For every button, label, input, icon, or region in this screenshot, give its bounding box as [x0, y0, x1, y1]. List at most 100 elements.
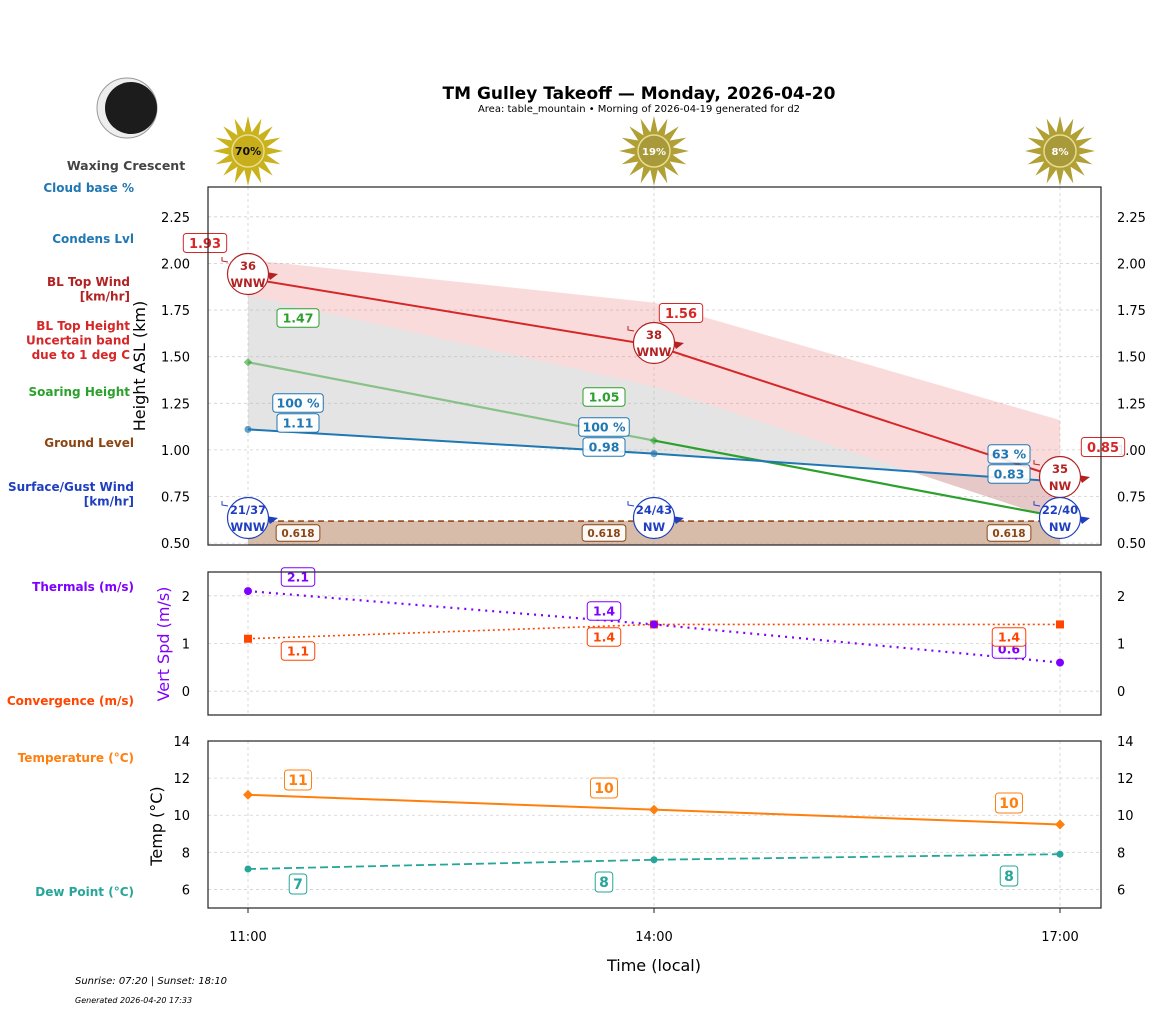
temperature-label-box: [589, 777, 619, 799]
condens-level-label: 0.83: [994, 467, 1025, 482]
plot-frame: [207, 186, 1102, 546]
y-tick-label: 2: [182, 590, 190, 605]
temperature-label: 10: [999, 796, 1019, 812]
y-tick-label: 12: [173, 772, 190, 787]
dew-point-label: 8: [599, 875, 609, 891]
surface-wind-speed: 21/37: [230, 503, 266, 517]
surface-wind-circle: [226, 496, 270, 540]
bl-top-height-label: 0.85: [1087, 441, 1119, 456]
surface-wind-barb-icon: [221, 501, 229, 507]
y-tick-label-right: 10: [1117, 809, 1134, 824]
bl-top-height-label-box: [1080, 437, 1126, 457]
dew-point-point: [1056, 850, 1064, 858]
thermals-point: [244, 587, 252, 596]
ground-level-label-box: [581, 524, 627, 542]
surface-wind-barb-icon: [1033, 501, 1041, 507]
x-tick-label: 11:00: [229, 930, 266, 945]
cloud-base-pct-label-box: [578, 417, 630, 437]
cloud-cover-pct: 70%: [235, 145, 261, 158]
ground-level-label: 0.618: [587, 528, 620, 540]
dew-point-label: 8: [1004, 869, 1014, 885]
surface-wind-circle: [632, 496, 676, 540]
soaring-height-point: [243, 358, 253, 367]
ground-level-label: 0.618: [281, 528, 314, 540]
y-tick-label-right: 1.25: [1117, 397, 1146, 412]
side-label-condens: Condens Lvl: [52, 232, 134, 246]
y-tick-label-right: 12: [1117, 772, 1134, 787]
cloud-base-pct-label-box: [272, 393, 324, 413]
convergence-label: 1.4: [998, 630, 1020, 645]
thermals-label: 2.1: [287, 570, 309, 585]
side-label-convergence: Convergence (m/s): [7, 694, 134, 708]
cloud-cover-pct: 19%: [642, 147, 666, 158]
surface-wind-speed: 24/43: [636, 503, 672, 517]
convergence-label-box: [586, 627, 622, 647]
y-tick-label-right: 6: [1117, 883, 1125, 898]
chart-title: TM Gulley Takeoff — Monday, 2026-04-20: [443, 84, 836, 104]
soaring-height-label: 1.05: [589, 390, 620, 405]
sun-disc: [637, 134, 671, 168]
bl-top-wind-circle: [226, 252, 270, 296]
temp-axis-label: Temp (°C): [147, 786, 166, 866]
x-tick-label: 17:00: [1041, 930, 1078, 945]
y-tick-label-right: 1.75: [1117, 304, 1146, 319]
convergence-label: 1.1: [287, 644, 309, 659]
moon-phase-label: Waxing Crescent: [67, 158, 185, 173]
surface-wind-barb-icon: [627, 501, 635, 507]
side-label-ground: Ground Level: [44, 436, 134, 450]
y-tick-label-right: 2: [1117, 590, 1125, 605]
height-axis-label: Height ASL (km): [130, 301, 149, 431]
thermals-label-box: [586, 601, 622, 621]
y-tick-label: 10: [173, 809, 190, 824]
dew-point-point: [244, 865, 252, 873]
condens-level-label: 1.11: [283, 416, 314, 431]
bl-top-height-label-box: [182, 233, 228, 253]
side-label-bl-top-height: Uncertain band: [26, 334, 130, 348]
y-tick-label: 6: [182, 883, 190, 898]
generated-time: Generated 2026-04-20 17:33: [75, 996, 192, 1005]
y-tick-label: 1.00: [161, 444, 190, 459]
surface-wind-direction: NW: [643, 520, 666, 534]
condens-level-label: 0.98: [589, 440, 620, 455]
temperature-label: 10: [594, 781, 614, 797]
y-tick-label-right: 2.25: [1117, 211, 1146, 226]
bl-top-wind-direction: WNW: [231, 276, 266, 290]
soaring-height-label-box: [582, 387, 626, 407]
bl-top-height-label: 1.56: [665, 307, 697, 322]
thermals-point: [650, 620, 658, 629]
surface-wind-direction: NW: [1049, 520, 1072, 534]
bl-top-wind-speed: 38: [646, 328, 662, 342]
ground-level-label-box: [986, 524, 1032, 542]
side-label-bl-top-wind: BL Top Wind: [47, 275, 130, 289]
temperature-label: 11: [288, 773, 307, 789]
y-tick-label: 2.00: [161, 257, 190, 272]
y-tick-label-right: 14: [1117, 735, 1134, 750]
y-tick-label-right: 8: [1117, 846, 1125, 861]
bl-top-wind-barb-icon: [1033, 460, 1041, 466]
soaring-height-label-box: [276, 308, 320, 328]
cloud-layer-fill: [248, 295, 1060, 521]
temperature-point: [1055, 819, 1065, 830]
soaring-height-point: [649, 436, 659, 445]
ground-level-label-box: [275, 524, 321, 542]
vert-speed-axis-label: Vert Spd (m/s): [154, 587, 173, 702]
thermals-label: 1.4: [593, 604, 615, 619]
y-tick-label: 0.50: [161, 537, 190, 552]
y-tick-label: 1.25: [161, 397, 190, 412]
side-label-cloud-base: Cloud base %: [43, 181, 134, 195]
side-label-surface-wind: Surface/Gust Wind: [8, 480, 134, 494]
thermals-point: [1056, 658, 1064, 667]
temperature-label-box: [994, 792, 1024, 814]
dew-point-point: [650, 856, 658, 864]
y-tick-label-right: 2.00: [1117, 257, 1146, 272]
y-tick-label: 8: [182, 846, 190, 861]
x-tick-label: 14:00: [635, 930, 672, 945]
dew-point-line: [247, 853, 1061, 870]
cloud-base-pct-label: 63 %: [992, 447, 1027, 462]
y-tick-label-right: 0.50: [1117, 537, 1146, 552]
plot-frame: [207, 571, 1102, 716]
sun-disc: [231, 134, 265, 168]
y-tick-label: 0: [182, 685, 190, 700]
chart-subtitle: Area: table_mountain • Morning of 2026-0…: [478, 104, 800, 115]
temperature-point: [649, 804, 659, 815]
